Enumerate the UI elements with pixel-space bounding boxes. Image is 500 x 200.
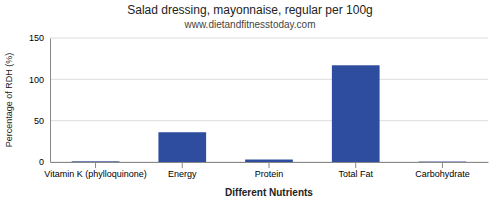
x-tick: Vitamin K (phylloquinone) (44, 162, 146, 179)
y-axis-title: Percentage of RDH (%) (4, 53, 14, 148)
x-tick-mark (355, 162, 356, 168)
plot: 0 50 100 150 Vitamin K (phylloquinone) Energy… (29, 33, 489, 179)
x-tick: Total Fat (338, 162, 373, 179)
grid-line (50, 79, 488, 80)
bar (158, 132, 206, 162)
bar (245, 160, 293, 162)
y-tick-label: 150 (29, 33, 44, 43)
subtitle: www.dietandfitnesstoday.com (184, 19, 316, 30)
bar (332, 65, 380, 162)
grid-line (50, 38, 488, 39)
y-tick-label: 0 (39, 157, 44, 167)
x-axis: Vitamin K (phylloquinone) Energy Protein To… (44, 162, 488, 179)
x-tick-mark (95, 162, 96, 168)
x-tick-label: Carbohydrate (415, 169, 470, 179)
x-tick-mark (442, 162, 443, 168)
x-tick-label: Energy (168, 169, 197, 179)
y-axis: 0 50 100 150 (29, 33, 51, 167)
grid (50, 38, 488, 162)
x-tick-mark (182, 162, 183, 168)
y-tick-label: 100 (29, 75, 44, 85)
grid-line (50, 120, 488, 121)
bars (72, 65, 467, 162)
title: Salad dressing, mayonnaise, regular per … (127, 3, 372, 17)
y-tick: 100 (29, 75, 50, 85)
y-tick: 0 (39, 157, 50, 167)
chart: 0 50 100 150 Vitamin K (phylloquinone) Energy… (0, 0, 500, 200)
x-tick: Protein (255, 162, 284, 179)
bar (419, 161, 467, 162)
x-axis-title: Different Nutrients (225, 187, 313, 198)
y-tick: 50 (34, 116, 50, 126)
x-tick-label: Protein (255, 169, 284, 179)
x-tick-mark (269, 162, 270, 168)
bar (72, 161, 120, 162)
x-tick-label: Vitamin K (phylloquinone) (44, 169, 146, 179)
x-tick: Energy (168, 162, 197, 179)
y-tick-label: 50 (34, 116, 44, 126)
y-tick: 150 (29, 33, 50, 43)
x-tick-label: Total Fat (338, 169, 373, 179)
y-axis-line (50, 39, 51, 163)
x-tick: Carbohydrate (415, 162, 470, 179)
